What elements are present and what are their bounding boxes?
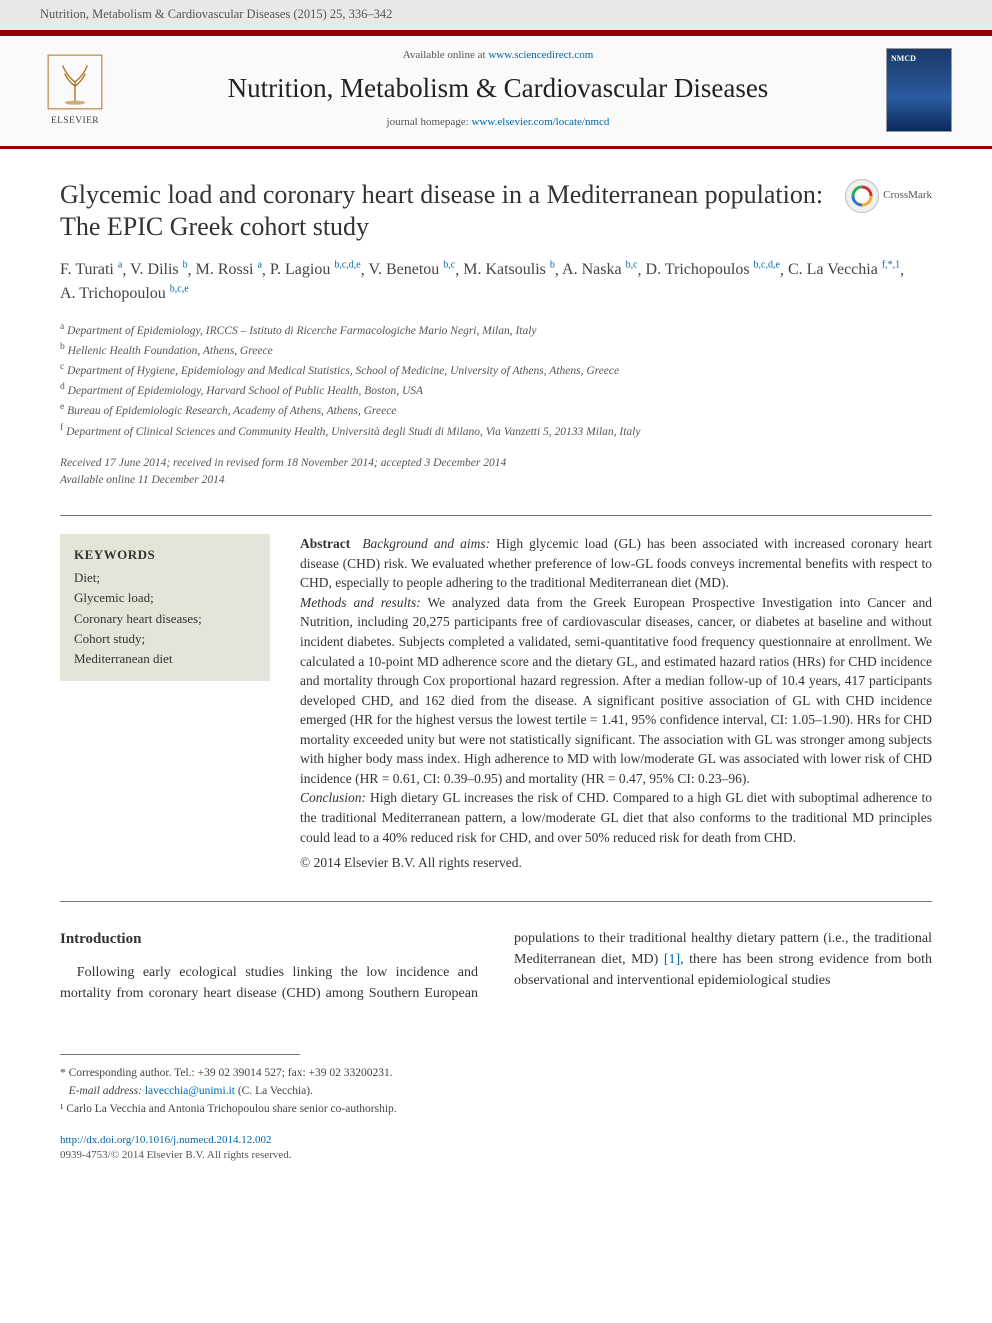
affiliation: c Department of Hygiene, Epidemiology an… <box>60 360 932 380</box>
section-heading-introduction: Introduction <box>60 928 478 951</box>
footnote-separator <box>60 1054 300 1055</box>
author-list: F. Turati a, V. Dilis b, M. Rossi a, P. … <box>60 258 932 307</box>
keyword: Mediterranean diet <box>74 649 256 669</box>
keywords-list: Diet;Glycemic load;Coronary heart diseas… <box>74 568 256 669</box>
affiliation: e Bureau of Epidemiologic Research, Acad… <box>60 400 932 420</box>
journal-cover-thumb <box>886 48 952 132</box>
issn-copyright: 0939-4753/© 2014 Elsevier B.V. All right… <box>60 1148 932 1163</box>
affiliation: f Department of Clinical Sciences and Co… <box>60 421 932 441</box>
keywords-box: KEYWORDS Diet;Glycemic load;Coronary hea… <box>60 534 270 681</box>
journal-homepage-link[interactable]: www.elsevier.com/locate/nmcd <box>471 116 609 128</box>
journal-homepage: journal homepage: www.elsevier.com/locat… <box>128 115 868 130</box>
email-line: E-mail address: lavecchia@unimi.it (C. L… <box>60 1083 932 1101</box>
affiliation: d Department of Epidemiology, Harvard Sc… <box>60 380 932 400</box>
affiliation: a Department of Epidemiology, IRCCS – Is… <box>60 320 932 340</box>
divider <box>60 901 932 902</box>
author: M. Katsoulis b <box>463 261 555 278</box>
keyword: Diet; <box>74 568 256 588</box>
article-title: Glycemic load and coronary heart disease… <box>60 179 829 244</box>
keyword: Coronary heart diseases; <box>74 609 256 629</box>
crossmark-widget[interactable]: CrossMark <box>845 179 932 213</box>
page-footer: http://dx.doi.org/10.1016/j.numecd.2014.… <box>0 1119 992 1190</box>
crossmark-label: CrossMark <box>883 188 932 203</box>
author: V. Benetou b,c <box>368 261 455 278</box>
publisher-label: ELSEVIER <box>51 115 99 128</box>
corr-email-link[interactable]: lavecchia@unimi.it <box>145 1085 235 1097</box>
body-text: Introduction Following early ecological … <box>60 928 932 1005</box>
keyword: Glycemic load; <box>74 588 256 608</box>
author: A. Naska b,c <box>562 261 638 278</box>
keywords-heading: KEYWORDS <box>74 546 256 564</box>
abstract: Abstract Background and aims: High glyce… <box>300 534 932 873</box>
doi-link[interactable]: http://dx.doi.org/10.1016/j.numecd.2014.… <box>60 1134 272 1146</box>
article-dates: Received 17 June 2014; received in revis… <box>60 455 932 490</box>
elsevier-tree-icon <box>44 51 106 113</box>
shared-authorship-note: ¹ Carlo La Vecchia and Antonia Trichopou… <box>60 1101 932 1119</box>
abstract-copyright: © 2014 Elsevier B.V. All rights reserved… <box>300 853 932 873</box>
affiliation: b Hellenic Health Foundation, Athens, Gr… <box>60 340 932 360</box>
available-online: Available online at www.sciencedirect.co… <box>128 48 868 63</box>
crossmark-icon <box>845 179 879 213</box>
journal-masthead: ELSEVIER Available online at www.science… <box>0 33 992 149</box>
author: C. La Vecchia f,*,1 <box>788 261 900 278</box>
footnotes: * Corresponding author. Tel.: +39 02 390… <box>0 1054 992 1118</box>
received-line: Received 17 June 2014; received in revis… <box>60 455 932 472</box>
affiliation-list: a Department of Epidemiology, IRCCS – Is… <box>60 320 932 440</box>
journal-name: Nutrition, Metabolism & Cardiovascular D… <box>128 70 868 108</box>
author: M. Rossi a <box>196 261 262 278</box>
elsevier-logo: ELSEVIER <box>40 51 110 129</box>
author: P. Lagiou b,c,d,e <box>270 261 361 278</box>
journal-center: Available online at www.sciencedirect.co… <box>128 48 868 131</box>
author: F. Turati a <box>60 261 122 278</box>
keyword: Cohort study; <box>74 629 256 649</box>
divider <box>60 515 932 516</box>
online-line: Available online 11 December 2014 <box>60 472 932 489</box>
author: D. Trichopoulos b,c,d,e <box>646 261 780 278</box>
running-header: Nutrition, Metabolism & Cardiovascular D… <box>0 0 992 33</box>
sciencedirect-link[interactable]: www.sciencedirect.com <box>488 49 593 61</box>
author: V. Dilis b <box>130 261 188 278</box>
citation-text: Nutrition, Metabolism & Cardiovascular D… <box>40 7 392 21</box>
ref-link-1[interactable]: [1] <box>664 952 680 967</box>
author: A. Trichopoulou b,c,e <box>60 285 189 302</box>
corresponding-author: * Corresponding author. Tel.: +39 02 390… <box>60 1065 932 1083</box>
